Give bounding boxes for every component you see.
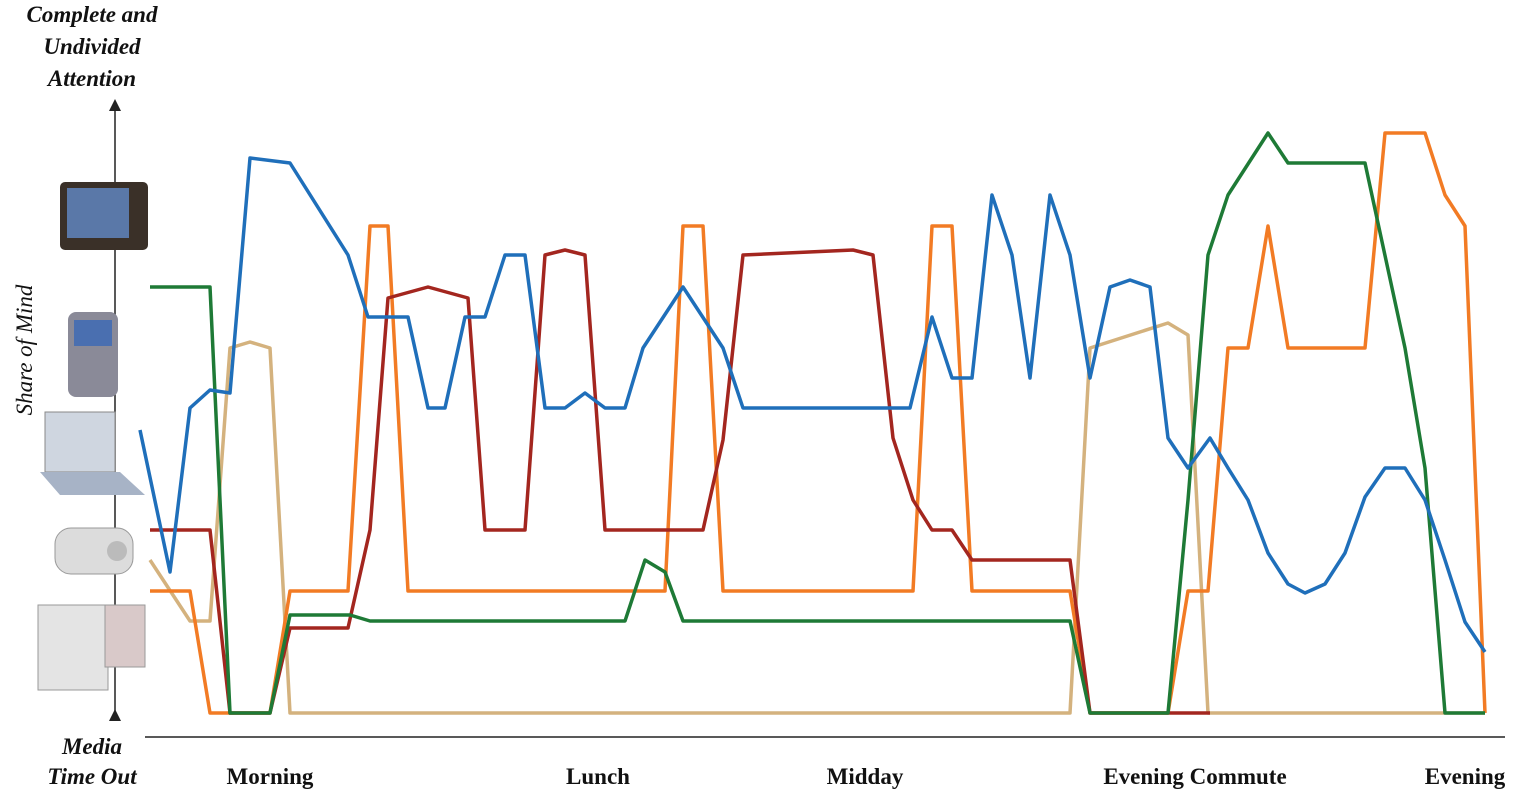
- top-label: Complete and: [27, 2, 158, 27]
- top-label: Attention: [46, 66, 136, 91]
- magazine-icon: [105, 605, 145, 667]
- series-line: [150, 133, 1485, 713]
- laptop-base: [40, 472, 145, 495]
- x-tick-label: Evening: [1425, 764, 1506, 789]
- series-line: [150, 323, 1485, 713]
- y-axis-label: Share of Mind: [12, 284, 37, 415]
- bottom-label: Time Out: [47, 764, 137, 789]
- bottom-label: Media: [61, 734, 122, 759]
- laptop-icon: [45, 412, 115, 472]
- x-tick-label: Lunch: [566, 764, 630, 789]
- tv-screen: [67, 188, 129, 238]
- series-line: [140, 158, 1485, 652]
- chart: Complete and Undivided Attention Media T…: [0, 0, 1524, 793]
- top-label: Undivided: [43, 34, 141, 59]
- x-tick-label: Evening Commute: [1103, 764, 1286, 789]
- radio-speaker: [107, 541, 127, 561]
- x-tick-label: Morning: [227, 764, 314, 789]
- phone-screen: [74, 320, 112, 346]
- x-tick-label: Midday: [827, 764, 904, 789]
- series-line: [150, 133, 1485, 713]
- icons: [38, 182, 148, 690]
- newspaper-icon: [38, 605, 108, 690]
